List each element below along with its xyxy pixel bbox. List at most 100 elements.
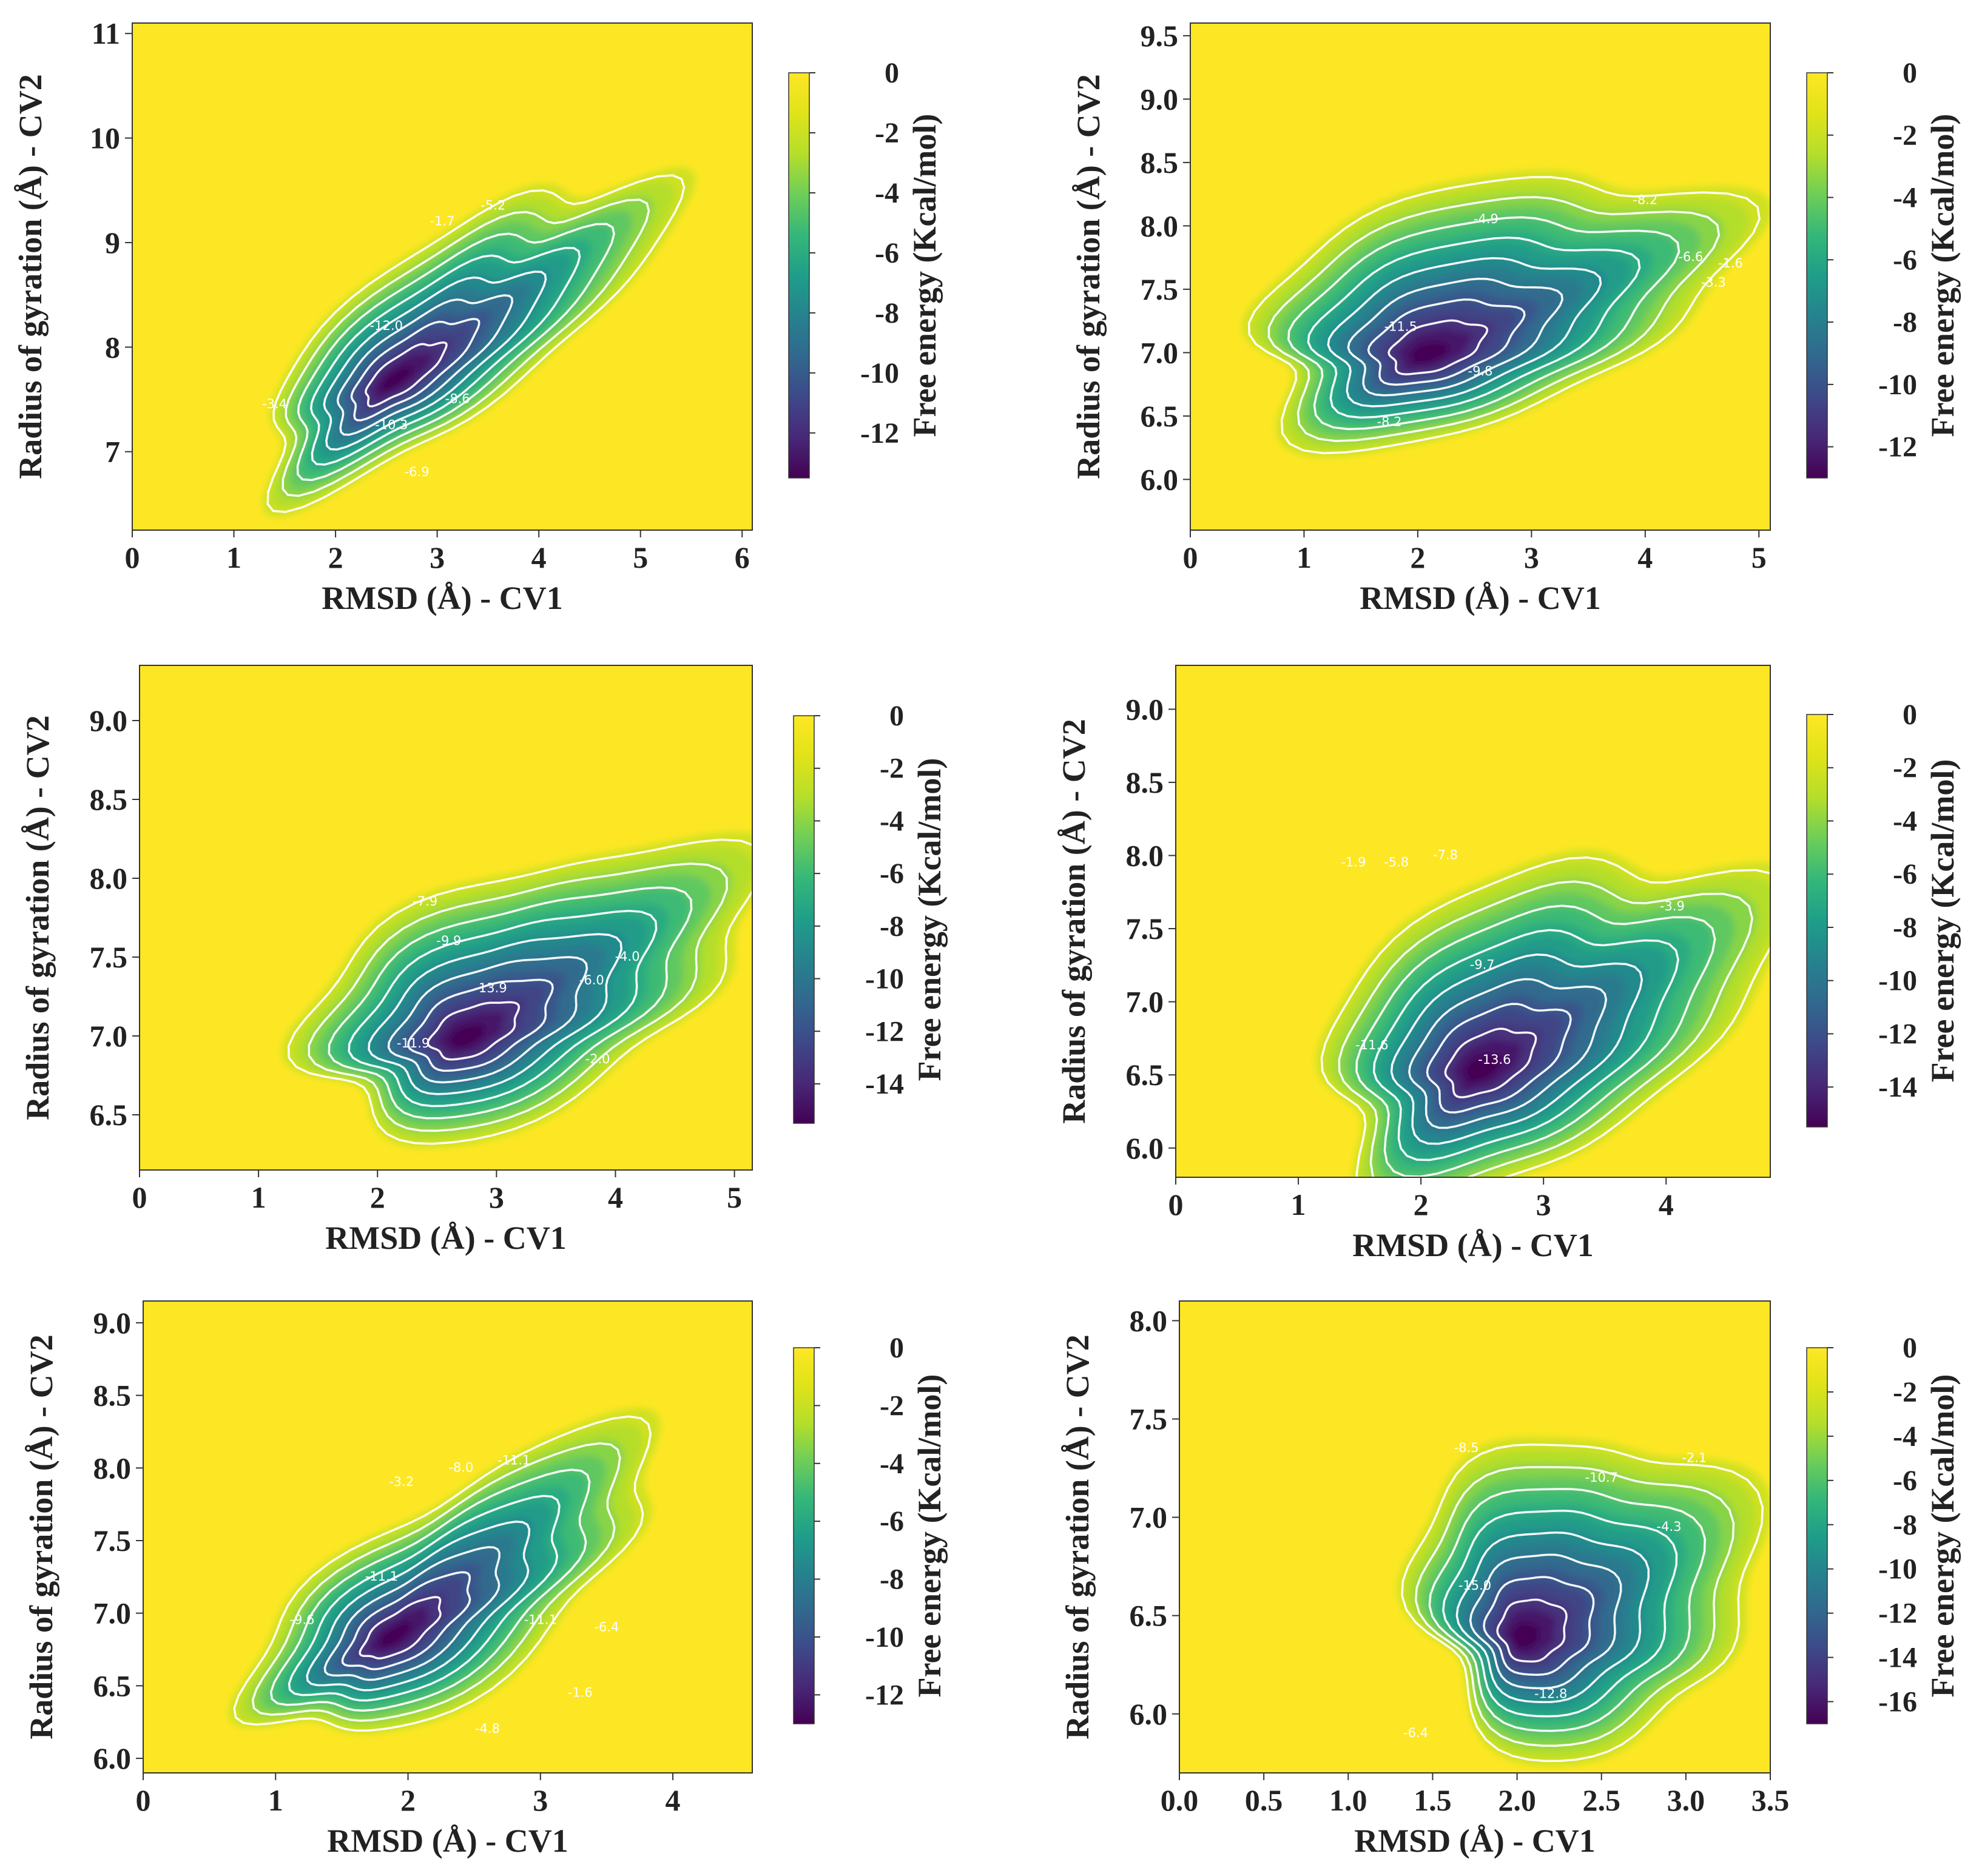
contour-line [365,341,448,408]
y-tick-label: 8.0 [93,1451,132,1485]
contour-line [233,1415,652,1732]
contour-label: -6.4 [1403,1726,1428,1740]
colorbar-tick-label: -10 [1878,369,1917,401]
energy-level [1409,341,1451,365]
contour-label: -1.9 [1341,855,1366,870]
colorbar-tick-label: 0 [1903,57,1917,89]
colorbar-tick-label: -12 [1878,1598,1917,1630]
contour-line [1401,1444,1764,1763]
y-tick-label: 8.0 [1130,1303,1168,1337]
colorbar-tick-label: -2 [1893,119,1917,152]
contour-label: -3.9 [1660,899,1685,913]
x-tick-label: 6 [735,540,750,574]
colorbar-tick-label: -4 [880,1448,904,1480]
colorbar-tick-label: -6 [1893,244,1917,276]
colorbar-tick-label: -12 [860,417,899,449]
x-tick-label: 2 [1410,540,1425,574]
fes-panel-middle-right: -1.9 -5.8 -7.8 -9.7 -11.6 -13.6 -3.9 0 1 2 3 4 6.0 6.… [1056,665,1961,1263]
colorbar-tick-label: -6 [880,858,904,890]
fes-panel-top-right: -4.9 -8.2 -6.6 -3.3 -1.6 -11.5 -9.8 -8.2 0 1 2 3 4 5 6… [1070,19,1961,616]
contour-line [308,862,728,1132]
colorbar-tick-label: 0 [885,57,899,89]
contour-line [1442,1509,1678,1718]
contour-line [1338,880,1753,1177]
plot-frame [139,665,753,1171]
contour-label: -9.7 [1470,957,1495,972]
contour-line [323,1546,501,1681]
colorbar-label: Free energy (Kcal/mol) [911,1374,948,1698]
contour-line [1455,1531,1650,1704]
colorbar-tick-label: -8 [1893,912,1917,944]
colorbar-tick-label: -4 [880,805,904,837]
contour-label: -11.1 [524,1613,557,1627]
y-tick-label: 7.5 [1130,1402,1168,1436]
y-tick-label: 8.0 [1126,838,1164,872]
y-tick-label: 6.5 [1126,1058,1164,1092]
contour-label: -6.6 [1678,250,1703,264]
contour-line [426,1001,521,1061]
y-tick-label: 7 [105,435,120,469]
plot-frame [132,22,753,531]
contour-line [350,318,480,422]
colorbar-tick-label: -4 [875,177,899,209]
colorbar [793,715,815,1124]
x-tick-label: 1 [1291,1188,1306,1222]
y-tick-label: 8.0 [90,861,128,895]
y-tick-label: 9.0 [1141,82,1179,116]
colorbar [793,1347,815,1724]
contour-lines [266,174,686,513]
y-axis-label: Radius of gyration (Å) - CV2 [1056,719,1092,1124]
colorbar-label: Free energy (Kcal/mol) [1924,759,1961,1083]
colorbar-tick-label: -14 [1878,1071,1917,1103]
contour-line [1387,319,1489,375]
y-axis-label: Radius of gyration (Å) - CV2 [1070,74,1107,479]
y-tick-label: 8.5 [90,782,128,816]
colorbar-tick-label: -16 [1878,1686,1917,1718]
x-tick-label: 2 [1414,1188,1429,1222]
colorbar-tick-label: 0 [1903,1332,1917,1364]
colorbar-tick-label: -8 [875,297,899,329]
x-axis-label: RMSD (Å) - CV1 [1354,1823,1595,1859]
colorbar-tick-label: -4 [1893,182,1917,214]
fes-panel-bottom-left: -3.2 -8.0 -11.1 -11.1 -9.6 -11.1 -6.4 -4.8 -1.6 0… [23,1300,948,1859]
y-tick-label: 8.0 [1141,209,1179,243]
contour-label: -3.4 [262,397,287,411]
contour-label: -5.8 [1384,855,1409,870]
y-axis-label: Radius of gyration (Å) - CV2 [19,715,56,1120]
x-tick-label: 0 [1183,540,1198,574]
x-tick-label: 4 [666,1783,681,1817]
contour-label: -12.0 [370,318,403,333]
contour-label: -3.2 [389,1474,414,1489]
x-tick-label: 3 [1536,1188,1551,1222]
contour-label: -6.4 [594,1620,619,1635]
x-tick-label: 1 [226,540,241,574]
contour-line [1469,1553,1622,1690]
contour-lines [1320,856,1770,1177]
x-tick-label: 2.0 [1498,1783,1536,1817]
y-tick-label: 7.0 [93,1596,132,1630]
contour-line [282,198,650,497]
y-tick-label: 7.0 [1130,1501,1168,1535]
contour-line [1355,904,1716,1177]
contour-label: -1.7 [430,214,455,229]
contour-line [368,933,623,1095]
x-tick-label: 3 [489,1180,504,1214]
colorbar-tick-label: -4 [1893,1420,1917,1453]
contour-lines [1401,1444,1764,1763]
contour-line [1414,1466,1735,1747]
x-tick-label: 3 [430,540,445,574]
y-tick-label: 6.0 [93,1741,132,1775]
y-tick-label: 7.5 [90,940,128,974]
colorbar-tick-label: -10 [865,963,904,995]
contour-label: -6.9 [405,465,430,479]
contour-label: -8.0 [448,1460,473,1474]
contour-label: -1.6 [1718,256,1743,271]
contour-line [336,294,514,436]
contour-label: -8.6 [445,392,470,406]
y-tick-label: 7.5 [1141,272,1179,306]
contour-line [288,1494,561,1702]
contour-line [1267,196,1721,442]
colorbar-tick-label: -6 [1893,858,1917,890]
colorbar-tick-label: -2 [880,753,904,785]
contour-line [296,223,615,482]
